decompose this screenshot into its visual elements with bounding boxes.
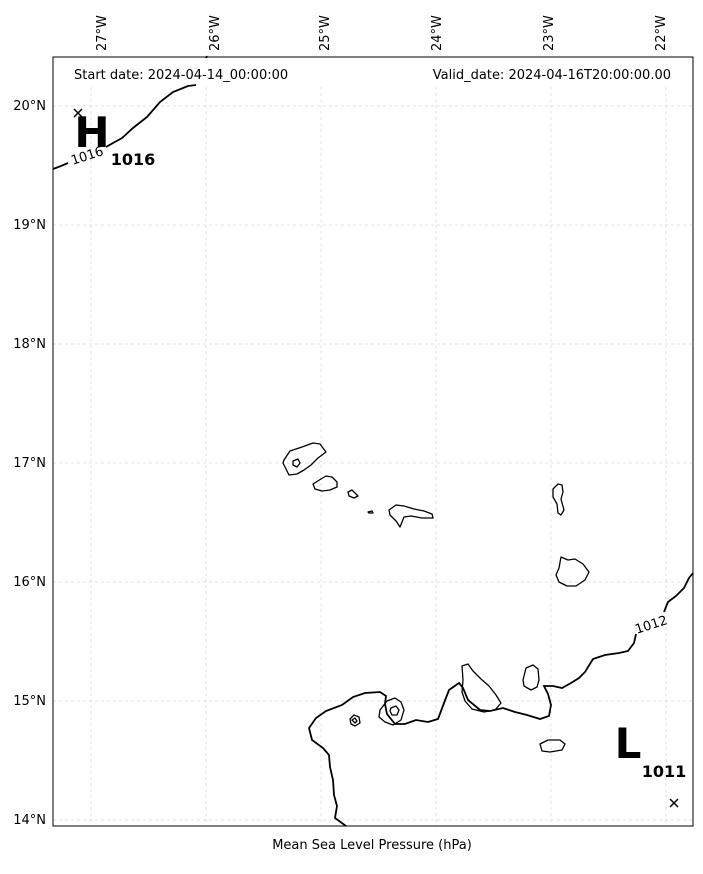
longitude-labels: 27°W 26°W 25°W 24°W 23°W 22°W <box>95 15 669 51</box>
isobars <box>52 55 694 827</box>
island-fogo-crater <box>389 705 400 716</box>
island-brava <box>349 714 361 727</box>
high-center-marker <box>73 108 83 118</box>
lon-label: 24°W <box>430 15 445 51</box>
low-center-marker <box>669 798 679 808</box>
islet-south <box>539 739 566 753</box>
island-sao-nicolau <box>388 504 434 528</box>
island-santiago <box>461 663 502 713</box>
island-santo-antao-peak <box>292 458 301 468</box>
high-pressure-center: H 1016 <box>73 108 156 169</box>
isobar-1016-a <box>52 162 69 170</box>
lat-label: 20°N <box>13 99 46 114</box>
map-frame <box>52 56 694 827</box>
lon-label: 26°W <box>208 15 223 51</box>
x-axis-label: Mean Sea Level Pressure (hPa) <box>272 838 472 853</box>
islet <box>367 510 374 514</box>
contour-label-1012: 1012 <box>633 613 669 637</box>
graticule <box>53 57 693 826</box>
low-value: 1011 <box>642 762 687 781</box>
lon-label: 23°W <box>542 15 557 51</box>
lon-label: 25°W <box>318 15 333 51</box>
high-value: 1016 <box>111 150 156 169</box>
lat-label: 18°N <box>13 337 46 352</box>
isobar-1016-b <box>105 84 197 148</box>
valid-date: Valid_date: 2024-04-16T20:00:00.00 <box>433 68 671 83</box>
coastlines <box>282 442 590 753</box>
lat-label: 14°N <box>13 813 46 828</box>
island-sao-vicente <box>312 475 338 492</box>
low-letter: L <box>615 719 642 768</box>
isobar-1012-b <box>663 572 694 613</box>
island-brava-inner <box>351 717 358 724</box>
low-pressure-center: L 1011 <box>615 719 687 808</box>
lon-label: 27°W <box>95 15 110 51</box>
lat-label: 19°N <box>13 218 46 233</box>
lon-label: 22°W <box>654 15 669 51</box>
island-santa-luzia <box>347 489 359 499</box>
latitude-labels: 20°N 19°N 18°N 17°N 16°N 15°N 14°N <box>13 99 46 828</box>
lat-label: 16°N <box>13 575 46 590</box>
island-sal <box>552 483 565 516</box>
island-santo-antao <box>282 442 327 476</box>
island-maio <box>522 664 540 691</box>
lat-label: 17°N <box>13 456 46 471</box>
start-date: Start date: 2024-04-14_00:00:00 <box>74 68 288 83</box>
island-fogo <box>378 697 405 726</box>
isobar-1012-main <box>308 633 637 827</box>
island-boa-vista <box>555 556 590 587</box>
lat-label: 15°N <box>13 694 46 709</box>
header-band <box>54 58 692 84</box>
